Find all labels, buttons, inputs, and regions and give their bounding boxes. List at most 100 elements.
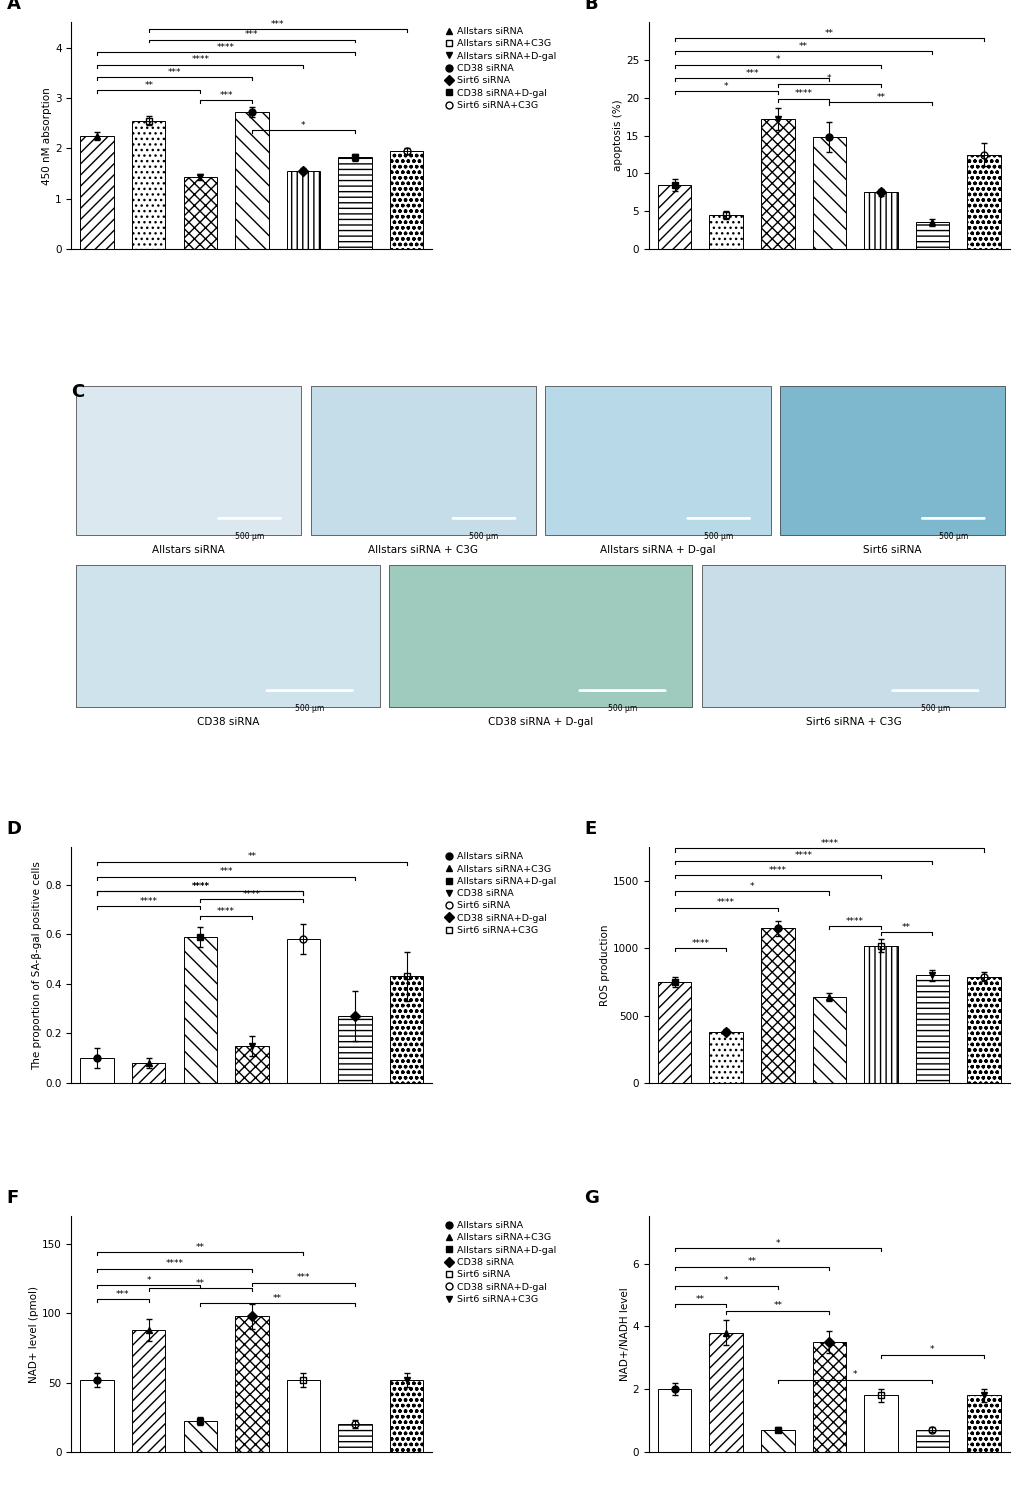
Text: ****: ****	[192, 881, 209, 892]
Text: ****: ****	[768, 867, 786, 876]
Bar	[657, 185, 691, 249]
Bar	[389, 1380, 423, 1452]
Text: **: **	[695, 1295, 704, 1304]
Text: A: A	[6, 0, 20, 13]
Y-axis label: NAD+/NADH level: NAD+/NADH level	[620, 1288, 629, 1380]
Bar	[709, 1333, 742, 1452]
Bar	[338, 1015, 371, 1083]
Legend: Allstars siRNA, Allstars siRNA+C3G, Allstars siRNA+D-gal, CD38 siRNA, Sirt6 siRN: Allstars siRNA, Allstars siRNA+C3G, Alls…	[444, 852, 556, 935]
Y-axis label: 450 nM absorption: 450 nM absorption	[42, 86, 52, 185]
Bar	[966, 1395, 1000, 1452]
Text: Allstars siRNA + C3G: Allstars siRNA + C3G	[368, 545, 478, 555]
Bar	[183, 1422, 217, 1452]
Text: **: **	[273, 1294, 282, 1303]
Bar	[234, 112, 268, 249]
Text: ***: ***	[219, 91, 232, 100]
Text: *: *	[929, 1345, 933, 1355]
Bar	[286, 1380, 320, 1452]
Text: *: *	[774, 1239, 780, 1248]
Bar	[966, 155, 1000, 249]
Text: ****: ****	[192, 55, 209, 64]
Bar	[311, 386, 535, 535]
Bar	[812, 1342, 846, 1452]
Bar	[81, 1380, 114, 1452]
Bar	[131, 1063, 165, 1083]
Text: **: **	[196, 1279, 205, 1288]
Text: **: **	[798, 42, 807, 51]
Bar	[657, 1389, 691, 1452]
Text: ****: ****	[819, 840, 838, 849]
Text: ****: ****	[794, 89, 812, 98]
Bar	[863, 946, 897, 1083]
Text: *: *	[774, 55, 780, 64]
Text: *: *	[723, 1276, 728, 1285]
Text: ****: ****	[794, 852, 812, 861]
Bar	[760, 1429, 794, 1452]
Bar	[709, 214, 742, 249]
Y-axis label: The proportion of SA-β-gal positive cells: The proportion of SA-β-gal positive cell…	[33, 861, 43, 1069]
Text: ****: ****	[243, 889, 261, 898]
Text: CD38 siRNA: CD38 siRNA	[197, 718, 259, 727]
Bar	[131, 1330, 165, 1452]
Bar	[780, 386, 1004, 535]
Text: *: *	[723, 82, 728, 91]
Text: 500 μm: 500 μm	[937, 532, 967, 541]
Text: 500 μm: 500 μm	[469, 532, 498, 541]
Text: ***: ***	[167, 68, 181, 77]
Text: 500 μm: 500 μm	[607, 704, 637, 713]
Text: ***: ***	[297, 1273, 310, 1282]
Bar	[81, 1059, 114, 1083]
Text: ****: ****	[140, 896, 158, 905]
Bar	[760, 928, 794, 1083]
Text: Allstars siRNA + D-gal: Allstars siRNA + D-gal	[599, 545, 715, 555]
Bar	[915, 222, 949, 249]
Bar	[915, 975, 949, 1083]
Legend: Allstars siRNA, Allstars siRNA+C3G, Allstars siRNA+D-gal, CD38 siRNA, Sirt6 siRN: Allstars siRNA, Allstars siRNA+C3G, Alls…	[444, 27, 556, 110]
Bar	[863, 192, 897, 249]
Text: D: D	[6, 820, 21, 838]
Text: **: **	[901, 923, 910, 932]
Text: G: G	[583, 1190, 598, 1208]
Bar	[760, 119, 794, 249]
Text: ****: ****	[217, 43, 234, 52]
Bar	[812, 996, 846, 1083]
Y-axis label: apoptosis (%): apoptosis (%)	[612, 100, 623, 171]
Text: ****: ****	[192, 881, 209, 892]
Text: **: **	[875, 94, 884, 103]
Bar	[183, 177, 217, 249]
Text: Sirt6 siRNA: Sirt6 siRNA	[862, 545, 921, 555]
Text: **: **	[196, 1243, 205, 1252]
Text: ***: ***	[745, 68, 758, 77]
Text: ***: ***	[116, 1289, 129, 1298]
Bar	[286, 171, 320, 249]
Text: ***: ***	[245, 30, 259, 39]
Bar	[709, 1032, 742, 1083]
Text: ***: ***	[219, 867, 232, 877]
Text: ****: ****	[846, 917, 863, 926]
Bar	[701, 564, 1004, 707]
Bar	[389, 150, 423, 249]
Y-axis label: ROS production: ROS production	[599, 925, 609, 1007]
Text: Sirt6 siRNA + C3G: Sirt6 siRNA + C3G	[805, 718, 901, 727]
Text: **: **	[772, 1301, 782, 1310]
Bar	[966, 977, 1000, 1083]
Text: ****: ****	[217, 907, 234, 916]
Text: Allstars siRNA: Allstars siRNA	[152, 545, 225, 555]
Text: 500 μm: 500 μm	[920, 704, 949, 713]
Text: *: *	[826, 74, 830, 83]
Text: ***: ***	[271, 21, 284, 30]
Bar	[389, 977, 423, 1083]
Bar	[863, 1395, 897, 1452]
Text: 500 μm: 500 μm	[294, 704, 324, 713]
Bar	[545, 386, 769, 535]
Text: *: *	[301, 121, 306, 130]
Text: **: **	[824, 28, 833, 39]
Legend: Allstars siRNA, Allstars siRNA+C3G, Allstars siRNA+D-gal, CD38 siRNA, Sirt6 siRN: Allstars siRNA, Allstars siRNA+C3G, Alls…	[444, 1221, 556, 1304]
Bar	[76, 564, 379, 707]
Bar	[338, 1423, 371, 1452]
Bar	[915, 1429, 949, 1452]
Bar	[234, 1045, 268, 1083]
Text: C: C	[71, 383, 85, 401]
Bar	[76, 386, 301, 535]
Text: ****: ****	[165, 1260, 183, 1269]
